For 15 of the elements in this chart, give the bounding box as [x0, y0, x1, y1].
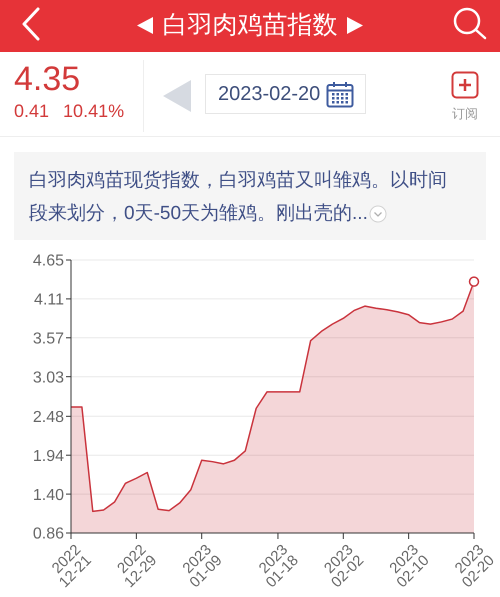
- text: 0.41: [14, 101, 50, 121]
- y-tick-label: 3.03: [32, 369, 64, 386]
- y-tick-label: 3.57: [32, 330, 64, 348]
- y-tick-label: 0.86: [32, 526, 64, 543]
- y-tick-label: 4.65: [32, 252, 64, 270]
- y-tick-label: 1.40: [32, 486, 64, 504]
- text: 2023-02-20: [218, 82, 320, 106]
- chart-title: 白羽肉鸡苗指数: [162, 10, 338, 41]
- y-tick-label: 1.94: [32, 448, 64, 465]
- text: 4.35: [14, 60, 80, 98]
- y-tick-label: 2.48: [32, 408, 64, 426]
- text: 订阅: [451, 105, 479, 123]
- text: 10.41%: [63, 101, 124, 121]
- y-tick-label: 4.11: [34, 292, 64, 309]
- chart-subtitle: 白羽肉鸡苗现货指数，白羽鸡苗又叫雏鸡。以时间段来划分，0天-50天为雏鸡。刚出壳的...: [29, 169, 448, 226]
